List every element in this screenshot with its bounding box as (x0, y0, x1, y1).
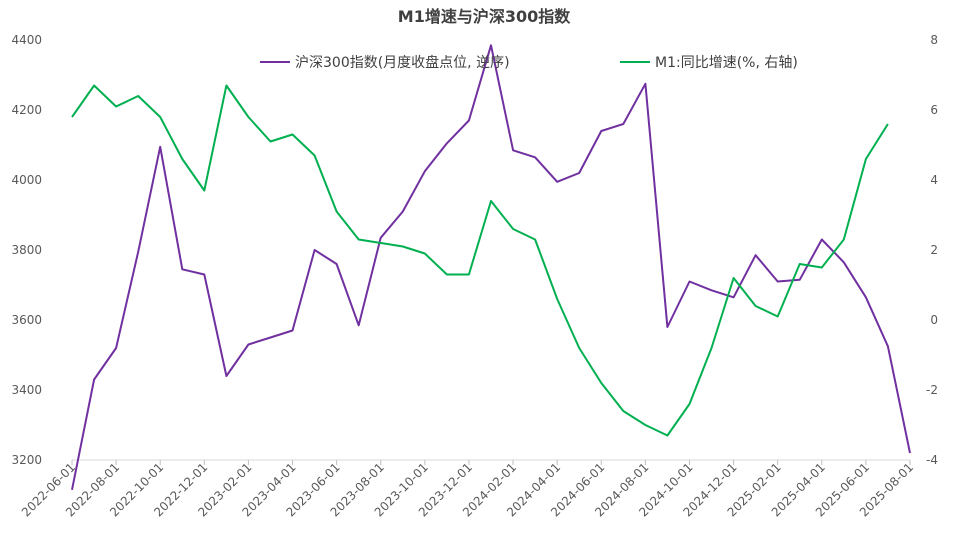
left-y-tick-label: 3200 (11, 453, 42, 467)
chart-title: M1增速与沪深300指数 (398, 7, 571, 26)
axes: 3200340036003800400042004400-4-202468202… (11, 33, 938, 519)
right-y-tick-label: 8 (930, 33, 938, 47)
left-y-tick-label: 3600 (11, 313, 42, 327)
series-lines (71, 44, 911, 490)
left-y-tick-label: 4200 (11, 103, 42, 117)
right-y-tick-label: 0 (930, 313, 938, 327)
left-y-tick-label: 3400 (11, 383, 42, 397)
left-y-tick-label: 4000 (11, 173, 42, 187)
legend-label-m1: M1:同比增速(%, 右轴) (655, 55, 798, 71)
right-y-tick-label: 2 (930, 243, 938, 257)
legend: 沪深300指数(月度收盘点位, 逆序) M1:同比增速(%, 右轴) (260, 54, 798, 71)
left-y-tick-label: 4400 (11, 33, 42, 47)
right-y-tick-label: 6 (930, 103, 938, 117)
series-line-csi300 (71, 44, 911, 490)
left-y-tick-label: 3800 (11, 243, 42, 257)
right-y-tick-label: 4 (930, 173, 938, 187)
right-y-tick-label: -2 (926, 383, 938, 397)
series-line-m1 (71, 84, 889, 437)
legend-label-csi300: 沪深300指数(月度收盘点位, 逆序) (295, 54, 510, 71)
right-y-tick-label: -4 (926, 453, 938, 467)
